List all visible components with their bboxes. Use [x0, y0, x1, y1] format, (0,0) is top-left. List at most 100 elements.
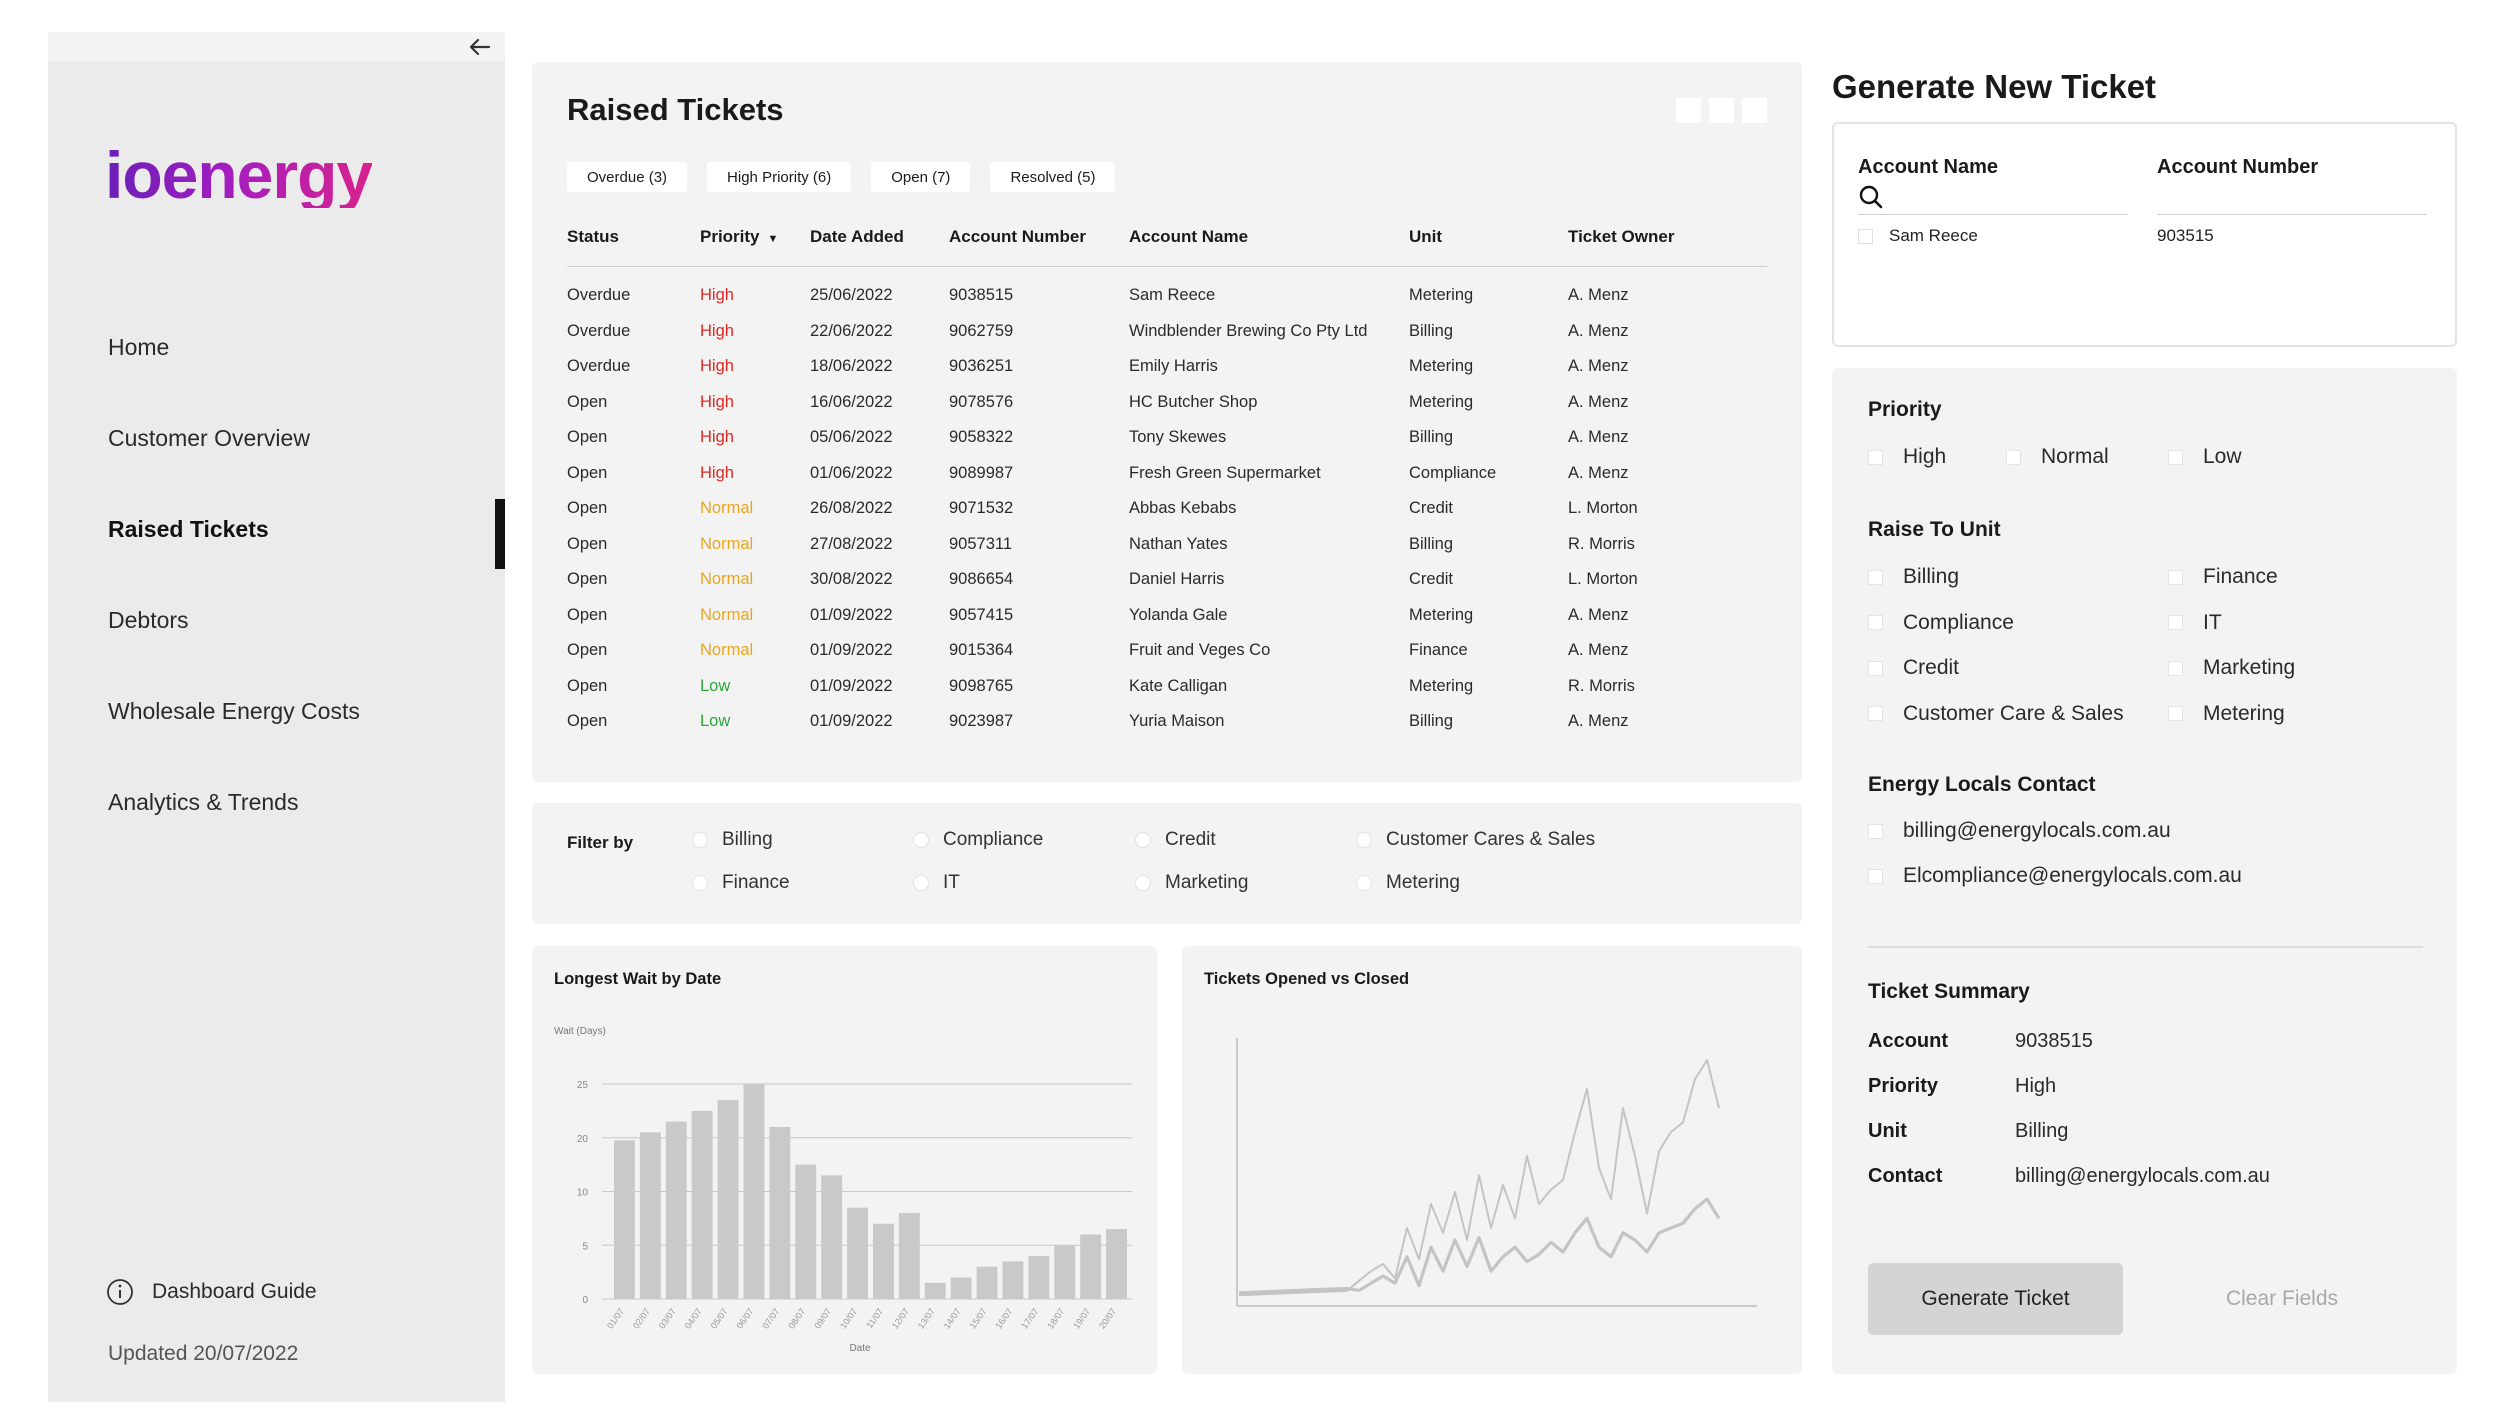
unit-option-metering[interactable]: Metering	[2168, 702, 2285, 726]
sidebar-item-customer-overview[interactable]: Customer Overview	[108, 425, 310, 451]
sidebar-item-analytics-trends[interactable]: Analytics & Trends	[108, 789, 299, 815]
filter-option-compliance[interactable]: Compliance	[913, 829, 1043, 851]
radio-button[interactable]	[1135, 875, 1151, 891]
table-row[interactable]: Open High 05/06/2022 9058322 Tony Skewes Bill…	[567, 428, 1767, 464]
checkbox[interactable]	[2006, 449, 2021, 465]
radio-button[interactable]	[913, 832, 929, 848]
chip-resolved[interactable]: Resolved (5)	[990, 162, 1116, 192]
col-header-status[interactable]: Status	[567, 227, 619, 246]
cell-account-number: 9078576	[949, 392, 1014, 411]
table-row[interactable]: Open Low 01/09/2022 9023987 Yuria Maison Bill…	[567, 712, 1767, 748]
checkbox[interactable]	[1868, 660, 1883, 676]
checkbox[interactable]	[2168, 660, 2183, 676]
collapse-arrow-icon[interactable]	[465, 34, 495, 60]
sidebar-item-debtors[interactable]: Debtors	[108, 607, 189, 633]
col-header-account-number[interactable]: Account Number	[949, 227, 1086, 246]
checkbox[interactable]	[1868, 823, 1883, 839]
filter-option-credit[interactable]: Credit	[1135, 829, 1216, 851]
contact-option-compliance[interactable]: Elcompliance@energylocals.com.au	[1868, 864, 2242, 888]
sidebar-item-wholesale-energy-costs[interactable]: Wholesale Energy Costs	[108, 698, 360, 724]
checkbox[interactable]	[1868, 868, 1883, 884]
filter-option-billing[interactable]: Billing	[692, 829, 773, 851]
sort-down-icon[interactable]: ▼	[767, 233, 779, 245]
checkbox[interactable]	[2168, 615, 2183, 630]
filter-option-label: Credit	[1165, 829, 1216, 850]
table-row[interactable]: Overdue High 25/06/2022 9038515 Sam Reece Met…	[567, 286, 1767, 322]
account-result-row[interactable]: Sam Reece	[1858, 226, 1978, 246]
summary-unit-label: Unit	[1868, 1120, 1907, 1142]
unit-option-finance[interactable]: Finance	[2168, 565, 2278, 589]
panel-control-3[interactable]	[1742, 98, 1767, 123]
table-row[interactable]: Open Normal 01/09/2022 9057415 Yolanda Gale M…	[567, 606, 1767, 642]
checkbox[interactable]	[1868, 706, 1883, 721]
cell-owner: L. Morton	[1568, 570, 1638, 588]
col-header-account-name[interactable]: Account Name	[1129, 227, 1249, 246]
unit-option-compliance[interactable]: Compliance	[1868, 611, 2014, 635]
table-row[interactable]: Open Normal 30/08/2022 9086654 Daniel Harris…	[567, 570, 1767, 606]
filter-option-it[interactable]: IT	[913, 872, 960, 894]
table-row[interactable]: Open Normal 01/09/2022 9015364 Fruit and Veg…	[567, 641, 1767, 677]
generate-ticket-button[interactable]: Generate Ticket	[1868, 1263, 2123, 1335]
filter-option-metering[interactable]: Metering	[1356, 872, 1460, 894]
col-header-unit[interactable]: Unit	[1409, 227, 1443, 246]
bar	[717, 1100, 739, 1299]
info-icon	[107, 1279, 133, 1305]
table-row[interactable]: Open Low 01/09/2022 9098765 Kate Calligan Met…	[567, 677, 1767, 713]
unit-option-marketing[interactable]: Marketing	[2168, 656, 2295, 680]
radio-button[interactable]	[1356, 875, 1372, 891]
clear-fields-button[interactable]: Clear Fields	[2182, 1263, 2382, 1335]
unit-option-customer-care-sales[interactable]: Customer Care & Sales	[1868, 702, 2124, 726]
ticket-filter-chips: Overdue (3) High Priority (6) Open (7) R…	[567, 162, 1116, 192]
table-row[interactable]: Open High 16/06/2022 9078576 HC Butcher Shop…	[567, 393, 1767, 429]
checkbox[interactable]	[1868, 615, 1883, 630]
cell-date: 01/06/2022	[810, 463, 893, 482]
radio-button[interactable]	[913, 875, 929, 891]
cell-date: 01/09/2022	[810, 712, 893, 730]
col-header-ticket-owner[interactable]: Ticket Owner	[1568, 227, 1675, 246]
unit-option-billing[interactable]: Billing	[1868, 565, 1959, 589]
sidebar-item-home[interactable]: Home	[108, 334, 170, 360]
cell-date: 27/08/2022	[810, 534, 893, 553]
table-row[interactable]: Open Normal 26/08/2022 9071532 Abbas Kebabs C…	[567, 499, 1767, 535]
priority-option-low[interactable]: Low	[2168, 445, 2242, 469]
col-header-date-added[interactable]: Date Added	[810, 227, 904, 246]
panel-control-1[interactable]	[1676, 98, 1701, 123]
account-name-search-input[interactable]	[1858, 184, 2128, 214]
table-row[interactable]: Open Normal 27/08/2022 9057311 Nathan Yates B…	[567, 535, 1767, 571]
priority-option-high[interactable]: High	[1868, 445, 1946, 469]
table-row[interactable]: Overdue High 18/06/2022 9036251 Emily Harris…	[567, 357, 1767, 393]
filter-option-customer-cares-sales[interactable]: Customer Cares & Sales	[1356, 829, 1595, 851]
account-result-checkbox[interactable]	[1858, 228, 1873, 244]
bar	[847, 1207, 868, 1299]
radio-button[interactable]	[1135, 832, 1151, 848]
table-row[interactable]: Overdue High 22/06/2022 9062759 Windblender …	[567, 322, 1767, 358]
filter-option-label: Marketing	[1165, 872, 1249, 893]
checkbox[interactable]	[1868, 569, 1883, 585]
unit-option-it[interactable]: IT	[2168, 611, 2222, 635]
radio-button[interactable]	[1356, 832, 1372, 848]
checkbox[interactable]	[2168, 706, 2183, 721]
filter-option-finance[interactable]: Finance	[692, 872, 790, 894]
priority-option-normal[interactable]: Normal	[2006, 445, 2109, 469]
radio-button[interactable]	[692, 875, 708, 891]
cell-owner: R. Morris	[1568, 676, 1635, 695]
panel-control-2[interactable]	[1709, 98, 1734, 123]
col-header-priority[interactable]: Priority ▼	[700, 227, 778, 247]
checkbox[interactable]	[2168, 449, 2183, 465]
table-row[interactable]: Open High 01/06/2022 9089987 Fresh Green Sup…	[567, 464, 1767, 500]
filter-option-marketing[interactable]: Marketing	[1135, 872, 1248, 894]
cell-date: 22/06/2022	[810, 321, 893, 340]
unit-option-credit[interactable]: Credit	[1868, 656, 1959, 680]
sidebar-item-raised-tickets[interactable]: Raised Tickets	[48, 484, 505, 575]
contact-option-billing[interactable]: billing@energylocals.com.au	[1868, 819, 2171, 843]
filter-panel: Filter by Billing Compliance Credit Custome…	[532, 803, 1802, 924]
chip-high-priority[interactable]: High Priority (6)	[707, 162, 852, 192]
dashboard-guide-link[interactable]: Dashboard Guide	[106, 1278, 317, 1306]
bar	[691, 1110, 713, 1299]
chip-overdue[interactable]: Overdue (3)	[567, 162, 688, 192]
checkbox[interactable]	[1868, 449, 1883, 465]
checkbox[interactable]	[2168, 569, 2183, 585]
chip-open[interactable]: Open (7)	[871, 162, 971, 192]
cell-account-name: Fresh Green Supermarket	[1129, 463, 1321, 482]
radio-button[interactable]	[692, 832, 708, 848]
